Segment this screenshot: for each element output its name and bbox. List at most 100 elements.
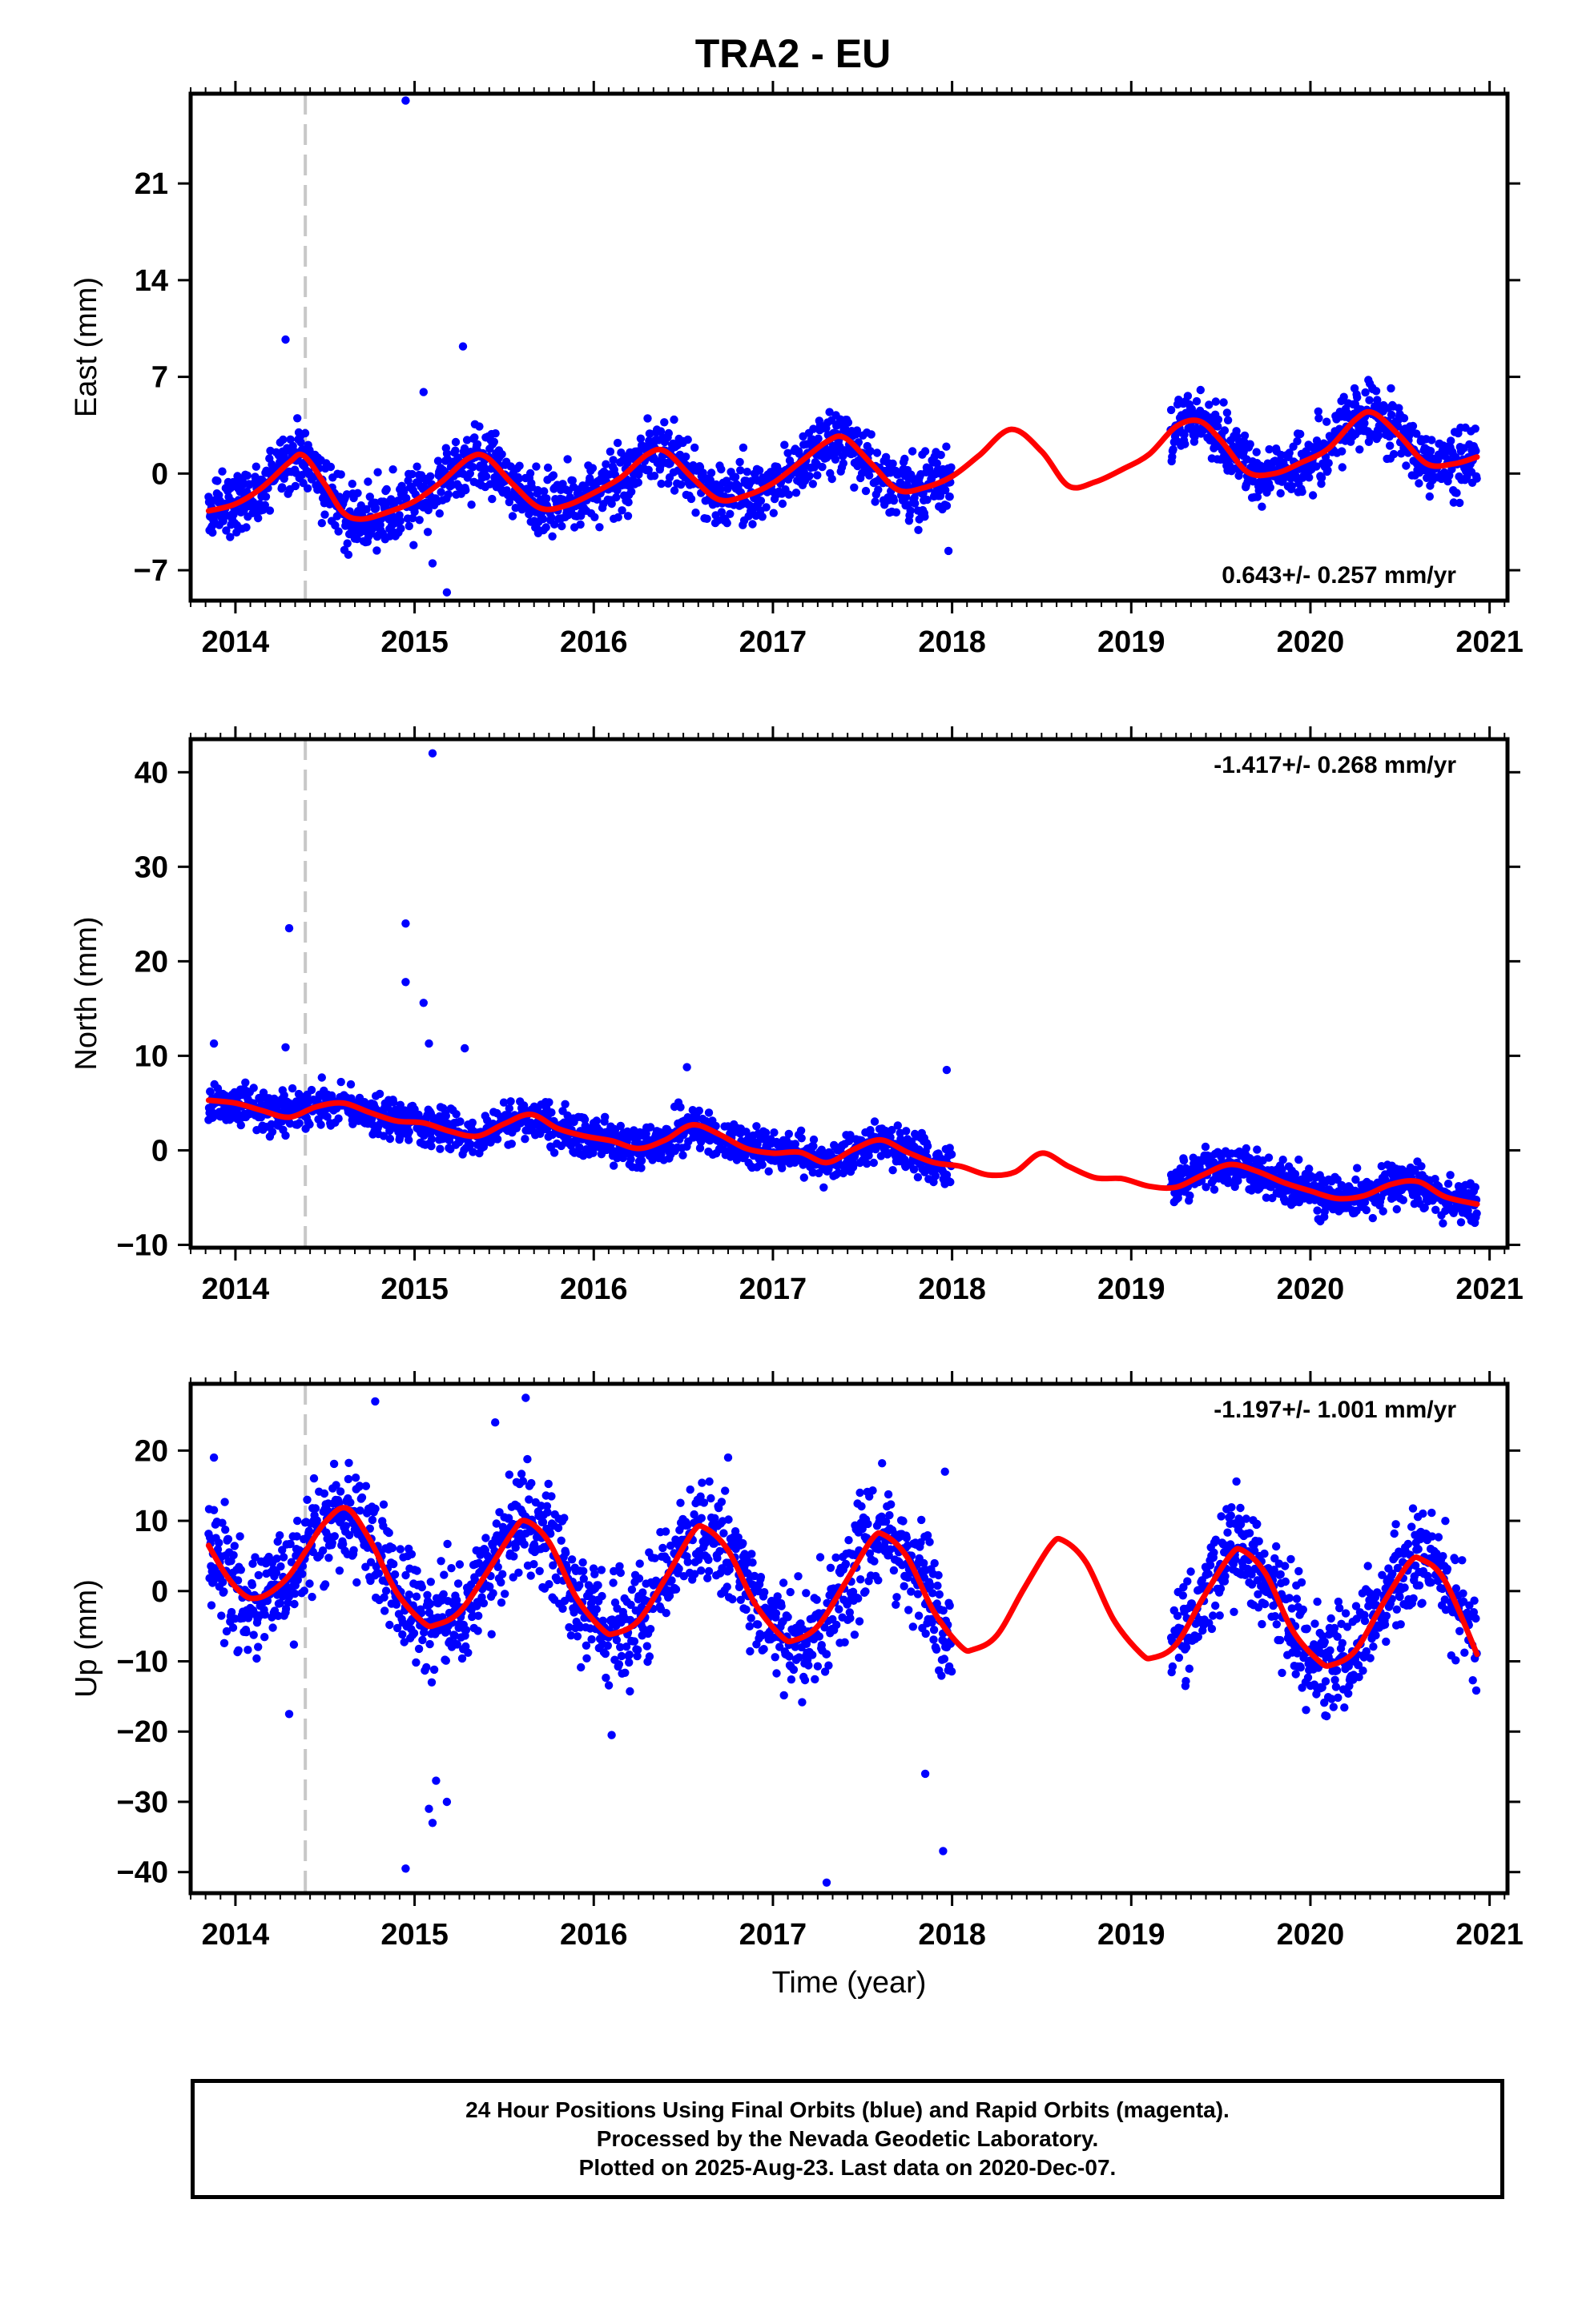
data-point	[1446, 1171, 1455, 1180]
data-point	[254, 1642, 263, 1651]
data-point	[634, 478, 642, 487]
data-point	[723, 519, 731, 528]
data-point	[408, 513, 417, 523]
data-points	[204, 1393, 1481, 1887]
data-point	[795, 449, 803, 458]
data-point	[778, 499, 787, 509]
data-point	[758, 1160, 767, 1169]
data-point	[373, 468, 382, 476]
data-point	[401, 1570, 410, 1580]
data-point	[348, 480, 356, 489]
data-point	[423, 1590, 432, 1600]
data-point	[279, 1553, 288, 1562]
data-point	[451, 446, 460, 455]
data-point	[538, 514, 548, 524]
data-point	[417, 1582, 426, 1592]
data-point	[547, 513, 556, 522]
data-point	[518, 1477, 528, 1486]
data-point	[861, 486, 871, 496]
data-point	[581, 484, 590, 493]
data-point	[228, 1623, 238, 1632]
data-point	[418, 1635, 427, 1645]
data-point	[1426, 447, 1435, 456]
data-point	[317, 1073, 326, 1082]
data-point	[396, 1545, 405, 1554]
data-point	[390, 1570, 400, 1579]
data-point	[355, 1482, 364, 1490]
outlier-point	[209, 1039, 219, 1048]
data-point	[230, 1542, 239, 1550]
data-point	[544, 1479, 553, 1489]
data-point	[813, 471, 822, 480]
data-point	[218, 1518, 227, 1527]
data-point	[517, 1470, 526, 1478]
data-point	[309, 1474, 319, 1483]
data-point	[623, 512, 633, 521]
data-point	[1196, 385, 1206, 395]
data-point	[761, 1128, 771, 1137]
data-point	[213, 1545, 223, 1554]
data-point	[347, 1094, 356, 1103]
data-point	[1223, 416, 1233, 424]
data-point	[444, 490, 453, 499]
data-point	[466, 1140, 475, 1149]
data-point	[726, 509, 735, 518]
data-point	[489, 437, 498, 446]
data-point	[549, 471, 558, 480]
data-point	[923, 495, 932, 505]
data-point	[1392, 1204, 1402, 1214]
data-point	[609, 456, 618, 464]
panel-up: 2014 2015 2016 2017 2018 2019 2020 2021−40−30−2…	[70, 1371, 1524, 1952]
data-point	[505, 1470, 513, 1479]
data-point	[511, 1543, 520, 1552]
data-point	[220, 1498, 229, 1506]
data-point	[452, 1110, 461, 1119]
data-point	[682, 452, 690, 461]
data-point	[296, 438, 305, 447]
data-point	[320, 1489, 329, 1498]
data-point	[567, 1555, 577, 1564]
data-point	[865, 471, 874, 480]
data-point	[423, 528, 433, 537]
data-point	[1192, 396, 1202, 406]
data-point	[485, 1582, 494, 1591]
data-point	[1314, 414, 1323, 423]
data-point	[946, 1177, 955, 1187]
data-point	[852, 426, 862, 435]
data-point	[273, 1537, 282, 1546]
data-point	[208, 528, 217, 537]
data-point	[592, 1116, 601, 1125]
data-point	[470, 1575, 480, 1585]
data-point	[219, 1587, 228, 1596]
data-point	[1264, 1153, 1274, 1162]
panel-north: 2014 2015 2016 2017 2018 2019 2020 2021−1001020…	[70, 726, 1524, 1306]
data-point	[670, 486, 679, 495]
y-tick-label: 21	[135, 167, 168, 201]
data-point	[461, 1626, 471, 1634]
data-point	[1252, 448, 1261, 456]
data-point	[1374, 431, 1383, 440]
data-point	[1339, 392, 1348, 401]
data-point	[276, 1598, 284, 1608]
data-point	[527, 1478, 536, 1488]
y-tick-label: 30	[135, 850, 168, 884]
data-point	[839, 459, 848, 468]
data-point	[318, 1546, 328, 1555]
outlier-point	[442, 588, 452, 597]
y-tick-label: 7	[151, 361, 168, 395]
data-point	[602, 460, 610, 468]
data-point	[1323, 466, 1332, 475]
data-point	[1181, 440, 1190, 448]
data-point	[1314, 407, 1323, 416]
data-point	[545, 1580, 553, 1589]
data-point	[223, 1534, 233, 1544]
x-tick-label: 2016	[560, 625, 628, 659]
data-point	[344, 1530, 354, 1540]
data-point	[568, 476, 577, 485]
data-point	[942, 442, 951, 451]
data-point	[1169, 445, 1177, 454]
data-point	[272, 1554, 281, 1563]
data-point	[1219, 398, 1228, 407]
data-point	[307, 1085, 316, 1095]
outlier-point	[401, 919, 410, 928]
